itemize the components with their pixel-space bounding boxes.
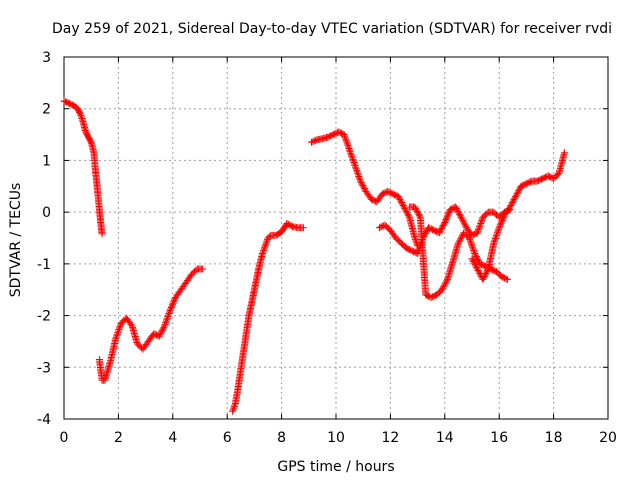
data-markers [95, 265, 207, 384]
series-arc4 [308, 128, 422, 250]
x-tick-label: 14 [436, 430, 454, 446]
series-arc5 [376, 203, 514, 257]
data-layer [60, 97, 568, 415]
series-arc7 [468, 149, 568, 283]
x-tick-label: 8 [277, 430, 286, 446]
series-arc2 [95, 265, 207, 384]
x-tick-label: 4 [168, 430, 177, 446]
y-tick-label: -3 [37, 360, 51, 376]
y-tick-label: -4 [37, 412, 51, 428]
x-tick-label: 0 [60, 430, 69, 446]
data-markers [229, 220, 307, 415]
x-tick-label: 18 [545, 430, 563, 446]
series-arc1 [60, 97, 106, 238]
y-axis-label: SDTVAR / TECUs [8, 183, 24, 298]
x-tick-label: 12 [381, 430, 399, 446]
x-tick-label: 6 [223, 430, 232, 446]
x-axis-label: GPS time / hours [277, 459, 394, 475]
y-tick-label: 1 [42, 153, 51, 169]
x-tick-label: 10 [327, 430, 345, 446]
x-tick-label: 20 [599, 430, 617, 446]
chart-title: Day 259 of 2021, Sidereal Day-to-day VTE… [52, 21, 612, 37]
data-markers [308, 128, 422, 250]
series-arc3 [229, 220, 307, 415]
x-tick-label: 2 [114, 430, 123, 446]
grid-layer [64, 57, 608, 419]
y-tick-label: 3 [42, 50, 51, 66]
data-markers [60, 97, 106, 238]
y-tick-label: -2 [37, 309, 51, 325]
y-tick-label: 0 [42, 205, 51, 221]
y-tick-label: -1 [37, 257, 51, 273]
data-markers [376, 203, 514, 257]
data-markers [468, 149, 568, 283]
x-tick-label: 16 [490, 430, 508, 446]
y-tick-label: 2 [42, 102, 51, 118]
